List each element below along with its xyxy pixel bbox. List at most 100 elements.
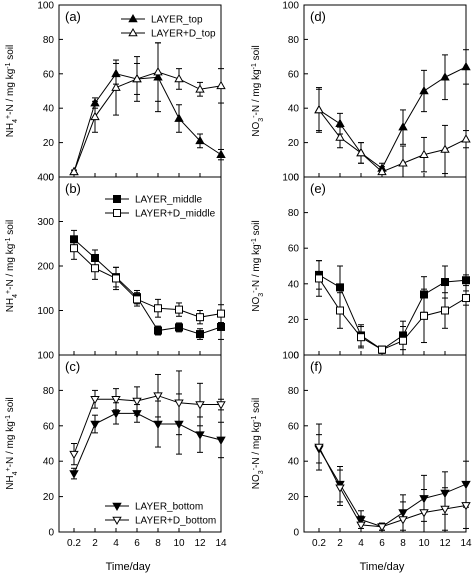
data-point-c bbox=[111, 395, 121, 405]
y-axis-label-f: NO3--N / mg kg-1 soil bbox=[251, 398, 265, 489]
panel-label-e: (e) bbox=[310, 181, 326, 196]
plot-frame-f bbox=[303, 354, 467, 533]
y-tick-label-c: 0 bbox=[48, 528, 54, 539]
panel-label-a: (a) bbox=[65, 9, 81, 24]
data-point-d bbox=[356, 147, 366, 157]
data-point-d bbox=[314, 104, 324, 114]
y-axis-label-b: NH4+-N / mg kg-1 soil bbox=[5, 220, 19, 313]
panel-label-d: (d) bbox=[310, 9, 326, 24]
y-tick-label-f: 60 bbox=[288, 421, 300, 432]
y-tick-label-d: 60 bbox=[288, 69, 300, 80]
panel-label-b: (b) bbox=[65, 181, 81, 196]
x-tick-label-f: 10 bbox=[418, 538, 430, 549]
data-point-d bbox=[440, 72, 450, 81]
y-tick-label-c: 40 bbox=[43, 457, 55, 468]
data-point-f bbox=[314, 443, 324, 453]
x-tick-label-c: 2 bbox=[92, 538, 98, 549]
series-f-1 bbox=[314, 423, 471, 533]
x-tick-label-f: 0.2 bbox=[312, 538, 326, 549]
data-point-b bbox=[175, 305, 183, 314]
data-point-c bbox=[69, 470, 79, 479]
x-tick-label-c: 12 bbox=[194, 538, 206, 549]
plot-frame-e bbox=[303, 176, 467, 356]
series-a-0 bbox=[69, 42, 226, 176]
data-point-b bbox=[196, 330, 204, 339]
x-tick-label-f: 4 bbox=[358, 538, 364, 549]
y-tick-label-d: 20 bbox=[288, 138, 300, 149]
y-tick-label-e: 0 bbox=[293, 351, 299, 362]
y-tick-label-e: 80 bbox=[288, 208, 300, 219]
data-point-c bbox=[216, 401, 226, 410]
data-point-a bbox=[216, 80, 226, 90]
y-tick-label-a: 100 bbox=[37, 1, 54, 12]
y-tick-label-b: 400 bbox=[37, 173, 54, 184]
data-point-b bbox=[70, 244, 78, 253]
data-point-d bbox=[335, 118, 345, 127]
data-point-d bbox=[440, 144, 450, 153]
data-point-f bbox=[398, 516, 408, 525]
x-axis-label-left: Time/day bbox=[106, 561, 151, 573]
x-tick-label-f: 8 bbox=[400, 538, 406, 549]
y-axis-label-a: NH4+-N / mg kg-1 soil bbox=[5, 45, 19, 138]
data-point-e bbox=[378, 345, 386, 354]
data-point-e bbox=[357, 333, 365, 342]
data-point-a bbox=[90, 111, 100, 121]
data-point-c bbox=[111, 410, 121, 419]
y-axis-label-c: NH4+-N / mg kg-1 soil bbox=[5, 397, 19, 490]
data-point-f bbox=[440, 505, 450, 515]
x-tick-label-c: 10 bbox=[173, 538, 185, 549]
data-point-c bbox=[132, 397, 142, 407]
data-point-f bbox=[335, 484, 345, 493]
y-tick-label-a: 80 bbox=[43, 35, 55, 46]
data-point-c bbox=[153, 392, 163, 401]
y-tick-label-f: 80 bbox=[288, 386, 300, 397]
x-tick-label-c: 8 bbox=[155, 538, 161, 549]
data-point-d bbox=[419, 85, 429, 95]
y-tick-label-f: 100 bbox=[282, 351, 299, 362]
x-tick-label-c: 4 bbox=[113, 538, 119, 549]
data-point-b bbox=[133, 295, 141, 304]
y-tick-label-b: 300 bbox=[37, 217, 54, 228]
y-tick-label-e: 100 bbox=[282, 173, 299, 184]
data-point-c bbox=[216, 436, 226, 446]
x-tick-label-c: 6 bbox=[134, 538, 140, 549]
y-tick-label-a: 0 bbox=[48, 173, 54, 184]
legend-label-a: LAYER+D_top bbox=[151, 29, 216, 40]
data-point-d bbox=[398, 158, 408, 167]
panel-d: 0 20 40 60 80 100 (d) NO3--N / mg kg-1 soil bbox=[251, 1, 471, 184]
data-point-c bbox=[90, 420, 100, 430]
legend-marker-c bbox=[112, 502, 122, 512]
series-e-1 bbox=[315, 260, 470, 356]
data-point-b bbox=[154, 326, 162, 335]
legend-label-c: LAYER_bottom bbox=[135, 502, 203, 513]
series-c-1 bbox=[69, 370, 226, 466]
data-point-c bbox=[153, 420, 163, 430]
y-tick-label-c: 20 bbox=[43, 492, 55, 503]
y-axis-label-d: NO3--N / mg kg-1 soil bbox=[251, 45, 265, 136]
y-tick-label-b: 200 bbox=[37, 262, 54, 273]
data-point-a bbox=[153, 67, 163, 76]
data-point-f bbox=[377, 523, 387, 532]
series-line-f-0 bbox=[318, 448, 467, 528]
data-point-b bbox=[154, 304, 162, 313]
data-point-e bbox=[399, 336, 407, 345]
panel-f: 0 20 40 60 80 100 0.2 2 4 6 8 10 12 14 (f) NO3--N / mg … bbox=[251, 351, 472, 550]
series-f-0 bbox=[314, 434, 471, 532]
y-tick-label-d: 0 bbox=[293, 173, 299, 184]
y-tick-label-c: 60 bbox=[43, 421, 55, 432]
series-line-a-1 bbox=[73, 71, 222, 173]
panel-a: 0 20 40 60 80 100 (a) NH4+-N / mg kg-1 soil LAYE… bbox=[5, 1, 226, 184]
data-point-d bbox=[461, 134, 471, 143]
data-point-c bbox=[90, 395, 100, 405]
series-b-1 bbox=[70, 236, 225, 325]
panel-label-f: (f) bbox=[310, 359, 322, 374]
data-point-f bbox=[356, 521, 366, 530]
data-point-a bbox=[132, 73, 142, 83]
series-d-0 bbox=[314, 49, 471, 175]
data-point-c bbox=[174, 399, 184, 408]
y-tick-label-a: 40 bbox=[43, 104, 55, 115]
data-point-e bbox=[441, 306, 449, 315]
series-d-1 bbox=[314, 88, 471, 178]
data-point-a bbox=[111, 82, 121, 91]
